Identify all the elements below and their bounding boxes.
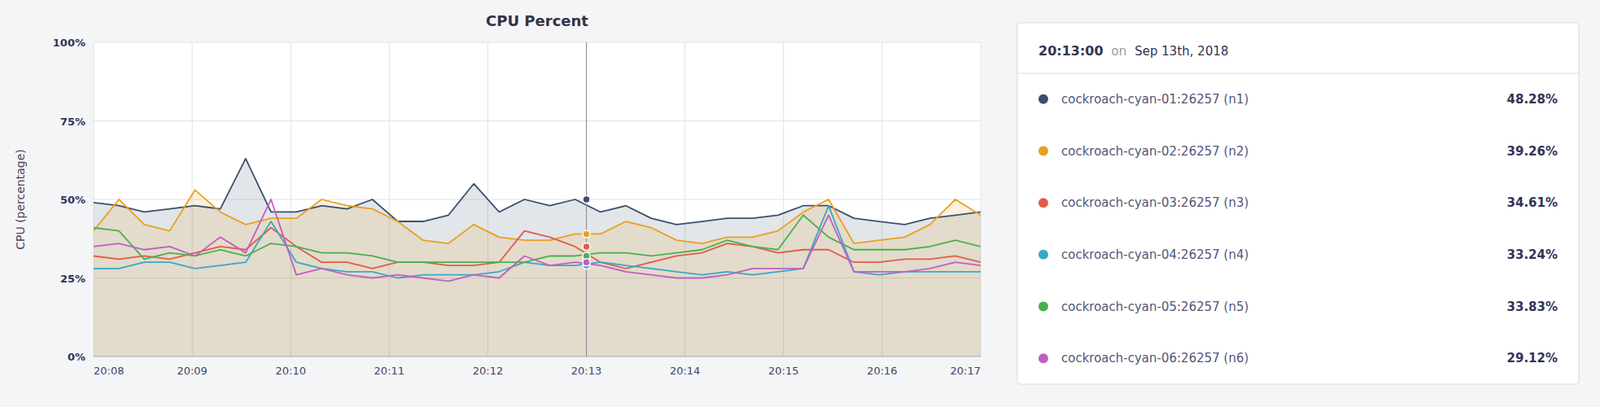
x-tick-label: 20:08 — [93, 364, 124, 377]
title: CPU Percent — [485, 12, 589, 30]
x-tick-label: 20:17 — [950, 364, 981, 377]
line — [93, 214, 981, 263]
x-tick-label: 20:09 — [176, 364, 207, 377]
tooltip-divider — [1017, 73, 1579, 75]
chart: CPU Percent CPU (percentage) 0% 25% 50% 75% 10… — [0, 0, 1600, 407]
tooltip-time: 20:13:00 — [1038, 43, 1104, 59]
tooltip-swatch — [1038, 197, 1049, 208]
y-tick-label: 25% — [60, 272, 86, 285]
y-tick-label: 0% — [67, 350, 86, 363]
tooltip-series-name: cockroach-cyan-02:26257 (n2) — [1061, 144, 1249, 159]
tooltip-on: on — [1111, 43, 1128, 59]
plot-background — [93, 42, 981, 357]
area — [93, 158, 981, 357]
line — [93, 199, 981, 281]
tooltip-value: 33.24% — [1507, 247, 1558, 263]
tooltip-swatch — [1038, 353, 1049, 363]
crosshair-dot — [582, 242, 591, 250]
data — [93, 42, 981, 357]
tooltip-value: 29.12% — [1507, 350, 1558, 366]
line — [93, 227, 981, 269]
tooltip-date: Sep 13th, 2018 — [1134, 43, 1229, 59]
x-tick-label: 20:10 — [275, 364, 306, 377]
tooltip-value: 48.28% — [1507, 91, 1558, 107]
x-tick-label: 20:13 — [571, 364, 602, 377]
grid — [93, 42, 981, 357]
tooltip-value: 39.26% — [1507, 144, 1558, 159]
y-axis-label: CPU (percentage) — [13, 148, 27, 250]
x-tick-label: 20:15 — [768, 364, 799, 377]
tooltip-series-name: cockroach-cyan-01:26257 (n1) — [1061, 91, 1249, 107]
crosshair-dot — [582, 196, 591, 204]
tooltip-swatch — [1038, 146, 1049, 157]
y-tick-label: 75% — [60, 115, 86, 128]
tooltip-series-name: cockroach-cyan-05:26257 (n5) — [1061, 299, 1249, 315]
tooltip-series-name: cockroach-cyan-06:26257 (n6) — [1061, 350, 1249, 366]
crosshair-dot — [582, 230, 591, 238]
x-tick-label: 20:12 — [472, 364, 503, 377]
x-tick-label: 20:14 — [669, 364, 700, 377]
y-grid-line — [93, 120, 981, 122]
tooltip-box — [1017, 22, 1579, 385]
crosshair-dot — [582, 258, 591, 267]
tooltip-value: 33.83% — [1507, 299, 1558, 315]
tooltip: 20:13:00 on Sep 13th, 2018 cockroach-cyan-0… — [1017, 22, 1579, 385]
tooltip-value: 34.61% — [1507, 195, 1558, 210]
tooltip-header: 20:13:00 on Sep 13th, 2018 — [1038, 43, 1229, 59]
y-tick-label: 100% — [52, 36, 86, 49]
tooltip-swatch — [1038, 249, 1049, 260]
x-tick-label: 20:16 — [866, 364, 897, 377]
tooltip-swatch — [1038, 301, 1049, 312]
x-tick-label: 20:11 — [374, 364, 405, 377]
y-tick-label: 50% — [60, 193, 86, 206]
tooltip-swatch — [1038, 94, 1049, 105]
tooltip-series-name: cockroach-cyan-03:26257 (n3) — [1061, 195, 1249, 210]
y-grid-line — [93, 42, 981, 44]
tooltip-series-name: cockroach-cyan-04:26257 (n4) — [1061, 247, 1249, 263]
line — [93, 189, 981, 244]
